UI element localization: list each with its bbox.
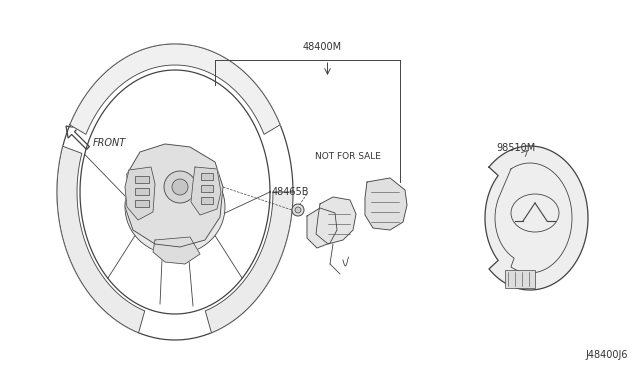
- Bar: [135, 188, 149, 195]
- Ellipse shape: [125, 160, 225, 254]
- Text: NOT FOR SALE: NOT FOR SALE: [315, 152, 381, 161]
- Bar: [201, 173, 213, 180]
- Polygon shape: [205, 192, 293, 333]
- Bar: [135, 176, 149, 183]
- Bar: [201, 185, 213, 192]
- Polygon shape: [191, 167, 221, 215]
- Text: FRONT: FRONT: [93, 138, 126, 148]
- Polygon shape: [307, 208, 337, 248]
- Polygon shape: [57, 146, 145, 333]
- Text: J48400J6: J48400J6: [586, 350, 628, 360]
- Circle shape: [164, 171, 196, 203]
- Circle shape: [172, 179, 188, 195]
- Text: 98510M: 98510M: [496, 143, 535, 153]
- Circle shape: [295, 207, 301, 213]
- Polygon shape: [485, 146, 588, 290]
- Polygon shape: [365, 178, 407, 230]
- Circle shape: [292, 204, 304, 216]
- Polygon shape: [125, 167, 155, 220]
- Polygon shape: [316, 197, 356, 244]
- Polygon shape: [70, 44, 280, 134]
- Polygon shape: [153, 237, 200, 264]
- Bar: [201, 197, 213, 204]
- Bar: [135, 200, 149, 207]
- Text: 48400M: 48400M: [303, 42, 342, 52]
- Bar: [505, 270, 535, 288]
- Polygon shape: [125, 144, 223, 247]
- Text: 48465B: 48465B: [272, 187, 310, 197]
